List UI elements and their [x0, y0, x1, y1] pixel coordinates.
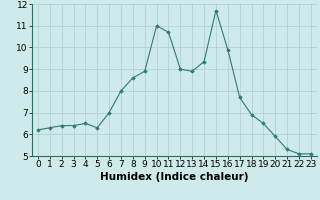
X-axis label: Humidex (Indice chaleur): Humidex (Indice chaleur)	[100, 172, 249, 182]
